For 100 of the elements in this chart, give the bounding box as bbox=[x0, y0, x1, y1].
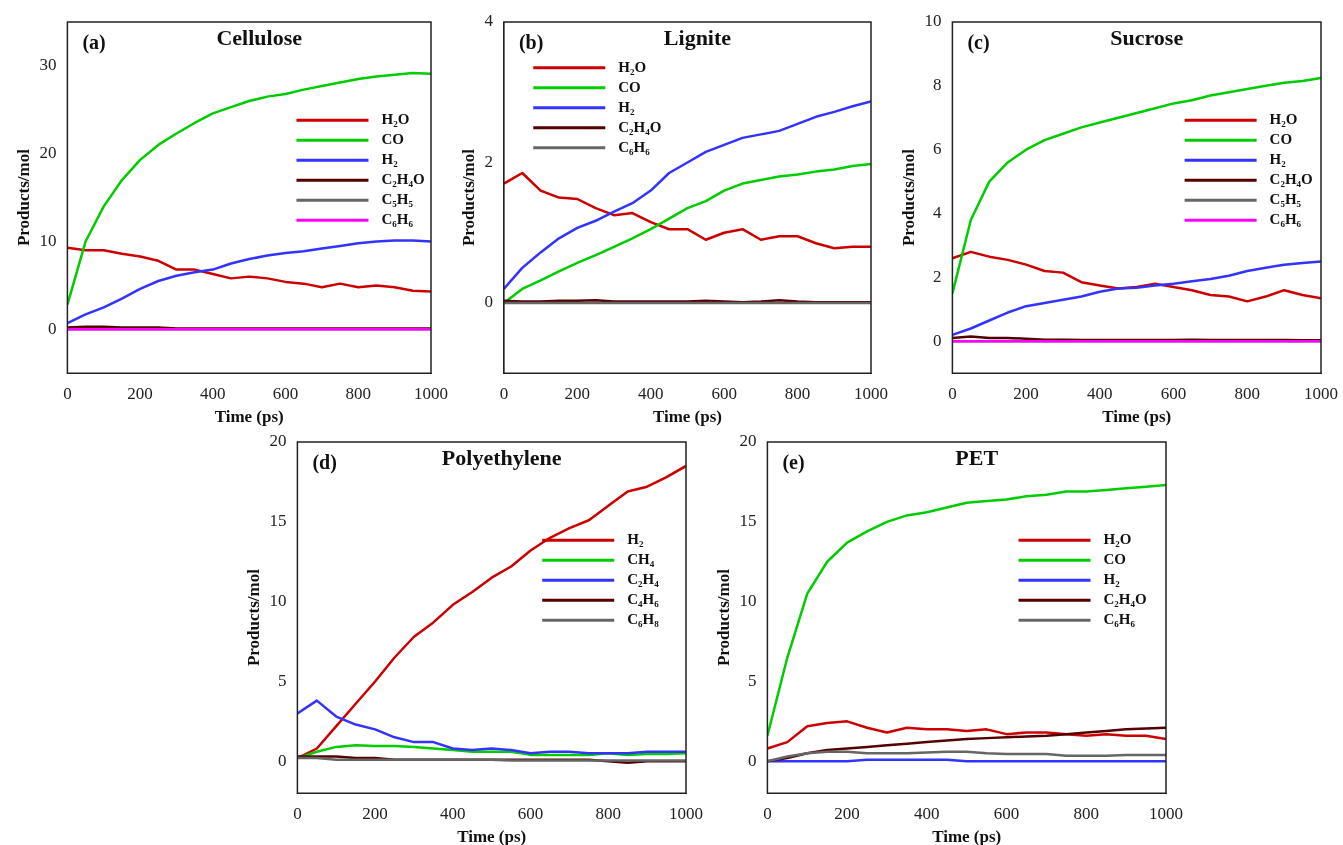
y-tick-label: 6 bbox=[932, 139, 942, 159]
chart-title: Lignite bbox=[663, 24, 732, 50]
legend-label: C₆H₆ bbox=[1103, 611, 1136, 628]
y-tick-label: 0 bbox=[484, 292, 493, 312]
x-tick-label: 800 bbox=[784, 383, 811, 403]
legend-label: H₂O bbox=[1269, 111, 1298, 128]
annotation: (c) bbox=[967, 31, 990, 55]
legend-label: C₅H₅ bbox=[381, 191, 414, 208]
legend-label: C₆H₆ bbox=[618, 138, 651, 155]
chart-title: Polyethylene bbox=[441, 444, 562, 470]
y-tick-label: 0 bbox=[47, 318, 57, 338]
x-tick-label: 200 bbox=[1013, 383, 1039, 403]
y-tick-label: 20 bbox=[739, 431, 757, 451]
y-tick-label: 10 bbox=[269, 591, 287, 611]
legend-label: H₂ bbox=[1269, 151, 1287, 168]
legend-label: CO bbox=[1103, 551, 1127, 568]
y-axis-title: Products/mol bbox=[13, 148, 33, 247]
x-tick-label: 1000 bbox=[414, 383, 448, 403]
legend-label: CH₄ bbox=[627, 551, 655, 568]
legend-label: H₂ bbox=[627, 531, 644, 548]
legend-label: H₂ bbox=[618, 98, 635, 115]
legend-label: C₂H₄O bbox=[381, 171, 425, 188]
legend-label: C₂H₄O bbox=[1269, 171, 1313, 188]
y-tick-label: 20 bbox=[39, 143, 57, 163]
legend-label: CO bbox=[618, 78, 641, 95]
y-tick-label: 15 bbox=[269, 511, 287, 531]
x-tick-label: 1000 bbox=[854, 383, 888, 403]
annotation: (b) bbox=[518, 31, 544, 55]
chart-title: Sucrose bbox=[1110, 24, 1184, 50]
legend-label: C₄H₆ bbox=[627, 591, 660, 608]
y-tick-label: 20 bbox=[269, 431, 287, 451]
x-tick-label: 0 bbox=[293, 803, 302, 823]
y-tick-label: 4 bbox=[484, 11, 494, 31]
y-tick-label: 10 bbox=[39, 230, 57, 250]
x-tick-label: 0 bbox=[499, 383, 509, 403]
legend-label: H₂O bbox=[1103, 531, 1132, 548]
x-tick-label: 600 bbox=[517, 803, 544, 823]
y-tick-label: 10 bbox=[924, 11, 942, 31]
x-tick-label: 400 bbox=[200, 383, 226, 403]
x-tick-label: 0 bbox=[63, 383, 72, 403]
y-tick-label: 15 bbox=[739, 511, 757, 531]
annotation: (a) bbox=[82, 31, 106, 55]
x-tick-label: 400 bbox=[1087, 383, 1113, 403]
y-tick-label: 2 bbox=[932, 266, 942, 286]
legend-label: C₅H₅ bbox=[1269, 191, 1302, 208]
x-axis-title: Time (ps) bbox=[214, 407, 284, 427]
y-tick-label: 0 bbox=[747, 750, 757, 770]
legend-label: CO bbox=[1269, 131, 1293, 148]
chart-title: Cellulose bbox=[216, 24, 303, 50]
y-tick-label: 0 bbox=[932, 330, 942, 350]
x-tick-label: 600 bbox=[993, 803, 1020, 823]
x-tick-label: 600 bbox=[711, 383, 737, 403]
legend-label: C₂H₄ bbox=[627, 571, 660, 588]
annotation: (e) bbox=[782, 451, 805, 475]
y-tick-label: 8 bbox=[932, 75, 942, 95]
x-tick-label: 1000 bbox=[1149, 803, 1183, 823]
x-tick-label: 1000 bbox=[1304, 383, 1338, 403]
y-axis-title: Products/mol bbox=[243, 568, 263, 667]
legend-label: C₆H₆ bbox=[1269, 211, 1302, 228]
y-axis-title: Products/mol bbox=[458, 148, 478, 247]
x-tick-label: 800 bbox=[595, 803, 622, 823]
y-tick-label: 0 bbox=[277, 750, 287, 770]
x-tick-label: 400 bbox=[440, 803, 466, 823]
y-axis-title: Products/mol bbox=[898, 148, 918, 247]
y-tick-label: 2 bbox=[484, 151, 493, 171]
x-tick-label: 800 bbox=[345, 383, 372, 403]
y-tick-label: 4 bbox=[932, 203, 942, 223]
annotation: (d) bbox=[312, 451, 337, 475]
x-tick-label: 200 bbox=[834, 803, 860, 823]
legend-label: C₂H₄O bbox=[618, 118, 662, 135]
x-axis-title: Time (ps) bbox=[1102, 407, 1172, 427]
legend-label: H₂ bbox=[381, 151, 399, 168]
x-tick-label: 0 bbox=[763, 803, 772, 823]
x-tick-label: 600 bbox=[1160, 383, 1187, 403]
x-tick-label: 400 bbox=[914, 803, 940, 823]
x-tick-label: 600 bbox=[272, 383, 299, 403]
legend-label: H₂O bbox=[381, 111, 410, 128]
y-tick-label: 10 bbox=[739, 591, 757, 611]
legend-label: C₂H₄O bbox=[1103, 591, 1147, 608]
x-tick-label: 400 bbox=[637, 383, 664, 403]
legend-label: H₂O bbox=[618, 58, 647, 75]
x-tick-label: 200 bbox=[362, 803, 388, 823]
x-tick-label: 0 bbox=[948, 383, 957, 403]
legend-label: CO bbox=[381, 131, 404, 148]
y-tick-label: 30 bbox=[39, 55, 57, 75]
x-tick-label: 200 bbox=[564, 383, 591, 403]
y-tick-label: 5 bbox=[747, 670, 757, 690]
x-axis-title: Time (ps) bbox=[932, 827, 1002, 845]
x-tick-label: 800 bbox=[1234, 383, 1261, 403]
chart-title: PET bbox=[955, 444, 999, 470]
x-tick-label: 800 bbox=[1073, 803, 1100, 823]
legend-label: C₆H₈ bbox=[627, 611, 660, 628]
legend-label: H₂ bbox=[1103, 571, 1121, 588]
y-tick-label: 5 bbox=[277, 670, 287, 690]
y-axis-title: Products/mol bbox=[713, 568, 733, 667]
legend-label: C₆H₆ bbox=[381, 211, 414, 228]
x-axis-title: Time (ps) bbox=[652, 407, 722, 427]
x-tick-label: 1000 bbox=[669, 803, 703, 823]
x-axis-title: Time (ps) bbox=[457, 827, 527, 845]
x-tick-label: 200 bbox=[127, 383, 153, 403]
